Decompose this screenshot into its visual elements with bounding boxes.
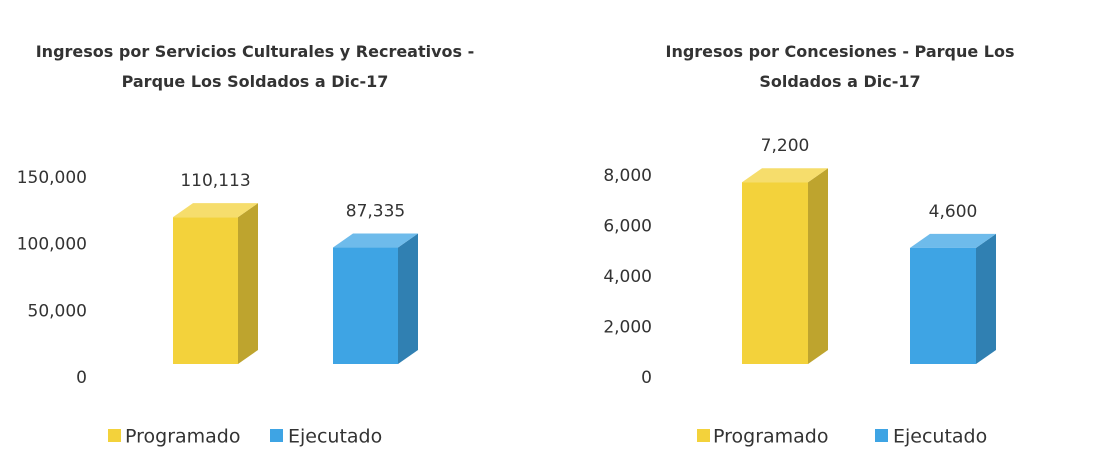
y-tick-label: 50,000	[28, 301, 87, 321]
bar-side	[808, 168, 828, 364]
y-tick-label: 100,000	[17, 235, 87, 255]
y-tick-label: 0	[641, 368, 652, 388]
y-tick-label: 0	[76, 368, 87, 388]
legend-swatch	[875, 429, 888, 442]
y-tick-label: 4,000	[603, 267, 652, 287]
bar-top	[333, 233, 418, 248]
y-tick-label: 150,000	[17, 168, 87, 188]
bar-side	[238, 203, 258, 364]
legend-label: Ejecutado	[893, 426, 987, 448]
legend-swatch	[108, 429, 121, 442]
legend-swatch	[697, 429, 710, 442]
bar-top	[742, 168, 828, 183]
bar	[910, 247, 976, 364]
value-label: 4,600	[929, 202, 978, 222]
value-label: 110,113	[180, 171, 250, 191]
legend-label: Ejecutado	[288, 426, 382, 448]
bar	[333, 247, 398, 364]
chart-title: Ingresos por Concesiones - Parque Los So…	[665, 42, 1015, 91]
y-tick-label: 8,000	[603, 166, 652, 186]
y-tick-label: 6,000	[603, 217, 652, 237]
value-label: 7,200	[761, 136, 810, 156]
y-tick-label: 2,000	[603, 318, 652, 338]
bar	[742, 182, 808, 364]
legend-label: Programado	[125, 426, 241, 448]
chart-title: Ingresos por Servicios Culturales y Recr…	[35, 42, 475, 91]
bar-side	[976, 233, 996, 364]
bar-side	[398, 233, 418, 364]
bar-top	[173, 203, 258, 218]
bar-top	[910, 233, 996, 248]
bar	[173, 217, 238, 364]
value-label: 87,335	[346, 202, 405, 222]
legend-swatch	[270, 429, 283, 442]
legend-label: Programado	[713, 426, 829, 448]
